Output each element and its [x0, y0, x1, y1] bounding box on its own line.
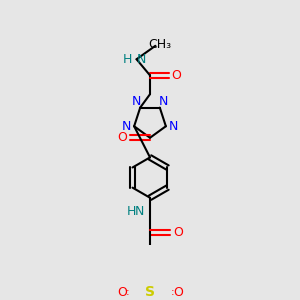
Text: O: O: [117, 131, 127, 144]
Text: N: N: [159, 95, 169, 108]
Text: :: :: [126, 287, 130, 297]
Text: O: O: [173, 226, 183, 239]
Text: S: S: [145, 285, 155, 299]
Text: N: N: [135, 205, 145, 218]
Text: N: N: [122, 120, 131, 133]
Text: H: H: [122, 53, 132, 66]
Text: H: H: [127, 205, 136, 218]
Text: N: N: [136, 53, 146, 66]
Text: N: N: [131, 95, 141, 108]
Text: O: O: [117, 286, 127, 299]
Text: O: O: [171, 69, 181, 82]
Text: N: N: [169, 120, 178, 133]
Text: O: O: [173, 286, 183, 299]
Text: :: :: [170, 287, 174, 297]
Text: CH₃: CH₃: [148, 38, 171, 51]
